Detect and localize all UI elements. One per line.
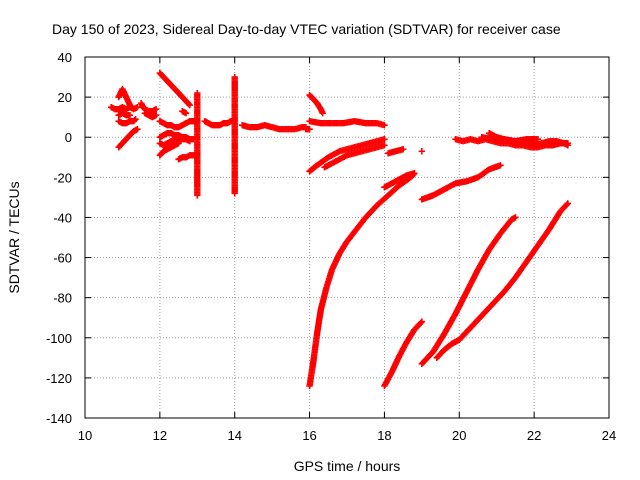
- data-point: [417, 319, 424, 327]
- y-tick-label: -60: [53, 251, 72, 266]
- series-seg-y: [306, 170, 418, 390]
- y-axis-label: SDTVAR / TECUs: [6, 181, 22, 293]
- data-point: [185, 100, 193, 108]
- y-tick-label: -140: [46, 411, 72, 426]
- series-seg-h: [156, 69, 193, 109]
- x-axis-label: GPS time / hours: [294, 458, 401, 474]
- series-seg-a: [115, 85, 135, 111]
- data-point: [564, 200, 572, 207]
- data-point: [231, 190, 238, 197]
- series-seg-c: [115, 109, 134, 119]
- axis-ticks: [84, 56, 610, 419]
- data-point: [131, 116, 138, 124]
- series-seg-i: [156, 117, 201, 131]
- series-seg-ah: [478, 134, 542, 145]
- data-point: [126, 111, 134, 119]
- x-tick-label: 18: [377, 428, 391, 443]
- series-seg-n: [179, 107, 190, 117]
- plot-frame: [84, 56, 610, 419]
- x-tick-label: 14: [227, 428, 241, 443]
- data-point: [175, 140, 182, 147]
- data-point: [194, 192, 201, 199]
- data-point: [512, 214, 519, 221]
- y-tick-labels: -140 -120 -100 -80 -60 -40 -20 0 20 40: [46, 50, 72, 426]
- y-tick-label: -80: [53, 291, 72, 306]
- series-seg-u: [306, 117, 388, 129]
- y-tick-label: -40: [53, 210, 72, 225]
- data-point: [411, 170, 418, 177]
- series-seg-aa: [381, 318, 426, 390]
- data-point: [563, 201, 570, 208]
- series-seg-b: [108, 103, 141, 113]
- series-seg-r: [239, 121, 310, 133]
- y-tick-label: 0: [65, 130, 72, 145]
- data-point: [534, 136, 542, 143]
- x-tick-label: 16: [302, 428, 316, 443]
- x-tick-label: 22: [527, 428, 541, 443]
- x-tick-label: 24: [602, 428, 616, 443]
- y-tick-label: -20: [53, 170, 72, 185]
- series-seg-t: [306, 91, 326, 117]
- series-seg-ac: [433, 200, 572, 362]
- series-seg-ad: [418, 148, 426, 155]
- x-tick-label: 12: [153, 428, 167, 443]
- chart-title: Day 150 of 2023, Sidereal Day-to-day VTE…: [52, 21, 561, 37]
- data-point: [134, 126, 141, 133]
- grid-lines: [85, 57, 609, 418]
- series-seg-q: [231, 73, 238, 197]
- y-tick-label: -120: [46, 371, 72, 386]
- data-point: [319, 109, 326, 117]
- series-seg-ab: [418, 214, 519, 368]
- series-seg-l: [156, 140, 182, 159]
- data-point: [381, 136, 388, 143]
- data-point: [134, 103, 141, 111]
- series-seg-f: [137, 99, 160, 115]
- data-point: [497, 162, 504, 169]
- series-seg-p: [201, 117, 235, 129]
- y-tick-label: 40: [58, 50, 72, 65]
- data-point: [564, 142, 572, 149]
- series-seg-g: [141, 109, 160, 121]
- data-point: [152, 105, 160, 113]
- x-tick-labels: 10 12 14 16 18 20 22 24: [78, 428, 616, 443]
- data-point: [381, 121, 388, 129]
- data-points: [108, 69, 572, 390]
- series-seg-d: [115, 115, 139, 127]
- data-point: [186, 101, 193, 109]
- y-tick-label: -100: [46, 331, 72, 346]
- series-seg-z: [381, 170, 418, 191]
- series-seg-x: [384, 146, 407, 157]
- data-point: [418, 318, 426, 325]
- data-point: [399, 146, 407, 153]
- data-point: [306, 126, 313, 133]
- series-seg-s: [302, 126, 313, 133]
- x-tick-label: 10: [78, 428, 92, 443]
- y-tick-label: 20: [58, 90, 72, 105]
- data-point: [186, 138, 193, 145]
- series-seg-v: [306, 136, 388, 175]
- series-seg-w: [321, 142, 388, 171]
- series-seg-o: [194, 89, 201, 199]
- data-point: [152, 111, 160, 119]
- data-point: [418, 148, 426, 155]
- series-seg-e: [115, 126, 141, 151]
- x-tick-label: 20: [452, 428, 466, 443]
- data-point: [182, 109, 190, 117]
- series-seg-ae: [418, 162, 504, 203]
- data-point: [381, 142, 388, 149]
- data-point: [132, 115, 139, 123]
